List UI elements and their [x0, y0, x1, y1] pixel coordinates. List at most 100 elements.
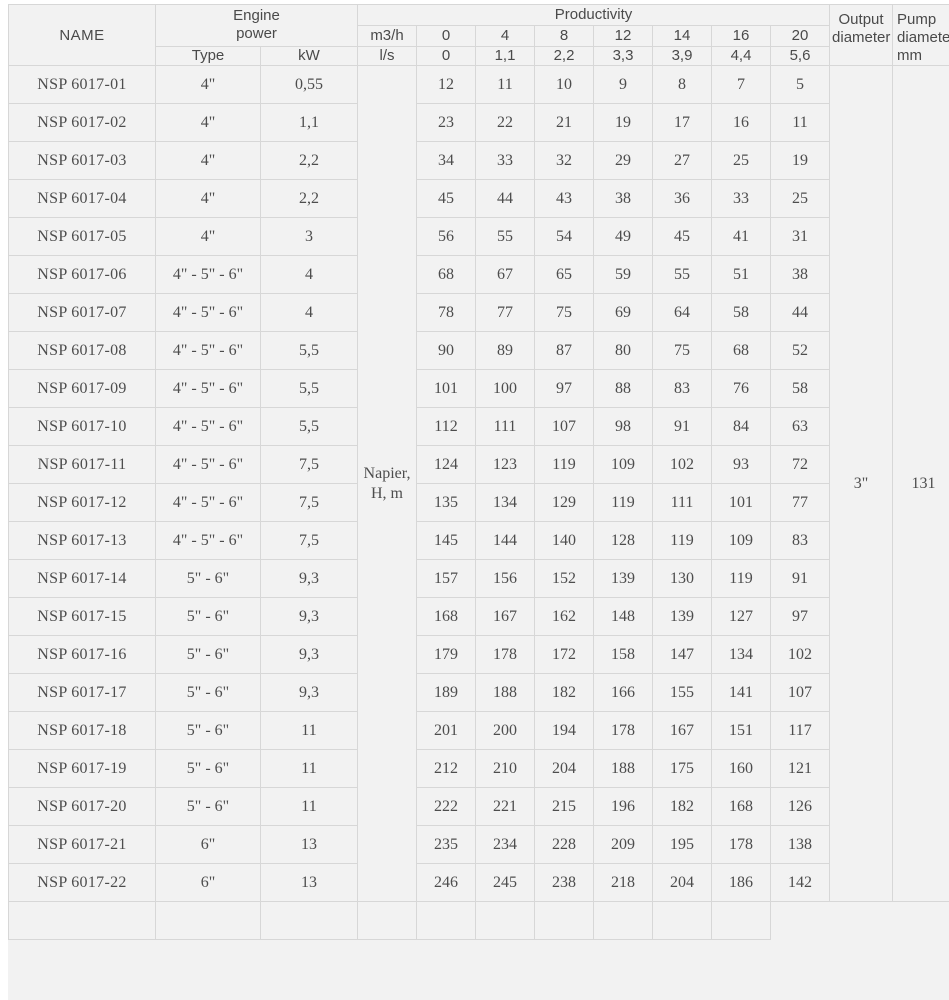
- cell-head-value: 112: [416, 407, 476, 446]
- header-row-flow-ls: Type kW l/s 0 1,1 2,2 3,3 3,9 4,4 5,6: [9, 45, 949, 67]
- cell-engine-kw: 11: [260, 711, 358, 750]
- cell-head-value: 186: [711, 863, 771, 902]
- cell-name: NSP 6017-17: [8, 673, 156, 712]
- cell-head-value: 134: [711, 635, 771, 674]
- cell-name: NSP 6017-04: [8, 179, 156, 218]
- cell-head-value: 90: [416, 331, 476, 370]
- napier-line-1: Napier,: [363, 464, 411, 482]
- cell-head-value: 68: [711, 331, 771, 370]
- table-row: NSP 6017-10 4" - 5" - 6" 5,5 112 111 107 98 91 8…: [8, 407, 949, 446]
- cell-engine-type: 5" - 6": [155, 749, 261, 788]
- cell-head-value: 135: [416, 483, 476, 522]
- cell-name: NSP 6017-01: [8, 65, 156, 104]
- cell-name: NSP 6017-16: [8, 635, 156, 674]
- cell-head-value: 54: [534, 217, 594, 256]
- table-row: NSP 6017-03 4" 2,2 34 33 32 29 27 25 19: [8, 141, 949, 180]
- cell-head-value: 49: [593, 217, 653, 256]
- table-header: NAME Engine power Productivity Output di…: [8, 4, 949, 67]
- table-row: NSP 6017-18 5" - 6" 11 201 200 194 178 167 151 11…: [8, 711, 949, 750]
- cell-head-value: 31: [769, 217, 831, 256]
- table-row: NSP 6017-22 6" 13 246 245 238 218 204 186 142: [8, 863, 949, 902]
- cell-head-value: 168: [711, 787, 771, 826]
- cell-head-value: 12: [416, 65, 476, 104]
- table-row: NSP 6017-11 4" - 5" - 6" 7,5 124 123 119 109 10…: [8, 445, 949, 484]
- flow-header-ls-6: 5,6: [769, 45, 831, 67]
- cell-head-value: 44: [475, 179, 535, 218]
- cell-engine-kw: 9,3: [260, 673, 358, 712]
- cell-name: NSP 6017-15: [8, 597, 156, 636]
- cell-engine-kw: 4: [260, 255, 358, 294]
- cell-engine-kw: 7,5: [260, 445, 358, 484]
- cell-head-value: 157: [416, 559, 476, 598]
- cell-head-value: 55: [475, 217, 535, 256]
- column-header-pump-diameter: Pump diameter, mm: [892, 4, 949, 66]
- column-header-productivity: Productivity: [356, 4, 831, 26]
- table-row: NSP 6017-19 5" - 6" 11 212 210 204 188 175 160 12…: [8, 749, 949, 788]
- cell-head-value: 238: [534, 863, 594, 902]
- cell-head-value: 246: [416, 863, 476, 902]
- cell-head-value: 109: [593, 445, 653, 484]
- cell-truncated: [534, 901, 594, 940]
- cell-engine-kw: 9,3: [260, 635, 358, 674]
- cell-head-value: 38: [593, 179, 653, 218]
- cell-head-value: 228: [534, 825, 594, 864]
- cell-head-value: 63: [769, 407, 831, 446]
- cell-head-value: 167: [475, 597, 535, 636]
- cell-engine-type: 4" - 5" - 6": [155, 407, 261, 446]
- cell-head-value: 27: [652, 141, 712, 180]
- cell-engine-type: 4": [155, 217, 261, 256]
- cell-engine-type: 5" - 6": [155, 559, 261, 598]
- column-header-engine-power: Engine power: [155, 4, 358, 47]
- cell-head-value: 83: [769, 521, 831, 560]
- flow-header-m3h-4: 14: [652, 24, 712, 47]
- cell-head-value: 139: [593, 559, 653, 598]
- cell-head-value: 141: [711, 673, 771, 712]
- cell-head-value: 17: [652, 103, 712, 142]
- cell-name: NSP 6017-12: [8, 483, 156, 522]
- pump-specification-table-container: NAME Engine power Productivity Output di…: [8, 4, 949, 1000]
- cell-head-value: 204: [534, 749, 594, 788]
- cell-head-value: 100: [475, 369, 535, 408]
- table-row: NSP 6017-08 4" - 5" - 6" 5,5 90 89 87 80 75 68 52: [8, 331, 949, 370]
- cell-head-value: 162: [534, 597, 594, 636]
- cell-head-value: 8: [652, 65, 712, 104]
- cell-engine-type: 4" - 5" - 6": [155, 521, 261, 560]
- cell-head-value: 65: [534, 255, 594, 294]
- cell-head-value: 196: [593, 787, 653, 826]
- cell-head-value: 58: [711, 293, 771, 332]
- cell-name: NSP 6017-18: [8, 711, 156, 750]
- cell-truncated: [260, 901, 358, 940]
- cell-name: NSP 6017-02: [8, 103, 156, 142]
- engine-power-line-1: Engine: [233, 6, 280, 24]
- cell-head-value: 156: [475, 559, 535, 598]
- flow-header-m3h-2: 8: [534, 24, 594, 47]
- cell-head-value: 204: [652, 863, 712, 902]
- cell-head-value: 97: [534, 369, 594, 408]
- cell-name: NSP 6017-07: [8, 293, 156, 332]
- cell-head-value: 123: [475, 445, 535, 484]
- cell-engine-kw: 4: [260, 293, 358, 332]
- cell-head-value: 147: [652, 635, 712, 674]
- cell-head-value: 124: [416, 445, 476, 484]
- cell-engine-type: 4" - 5" - 6": [155, 255, 261, 294]
- cell-head-value: 69: [593, 293, 653, 332]
- cell-head-value: 102: [652, 445, 712, 484]
- cell-head-value: 119: [593, 483, 653, 522]
- cell-head-value: 152: [534, 559, 594, 598]
- cell-head-value: 175: [652, 749, 712, 788]
- cell-head-value: 189: [416, 673, 476, 712]
- table-row: NSP 6017-01 4" 0,55 Napier, H, m 12 11 10 9 8 7 5 3"…: [8, 65, 949, 902]
- cell-head-value: 121: [769, 749, 831, 788]
- cell-head-value: 5: [769, 65, 831, 104]
- cell-name: NSP 6017-13: [8, 521, 156, 560]
- unit-header-ls: l/s: [357, 45, 417, 67]
- cell-engine-kw: 3: [260, 217, 358, 256]
- cell-head-value: 172: [534, 635, 594, 674]
- cell-head-value: 9: [593, 65, 653, 104]
- cell-head-value: 25: [711, 141, 771, 180]
- cell-head-value: 41: [711, 217, 771, 256]
- cell-head-value: 215: [534, 787, 594, 826]
- cell-head-value: 109: [711, 521, 771, 560]
- table-row: NSP 6017-09 4" - 5" - 6" 5,5 101 100 97 88 83 76…: [8, 369, 949, 408]
- engine-power-line-2: power: [236, 25, 277, 43]
